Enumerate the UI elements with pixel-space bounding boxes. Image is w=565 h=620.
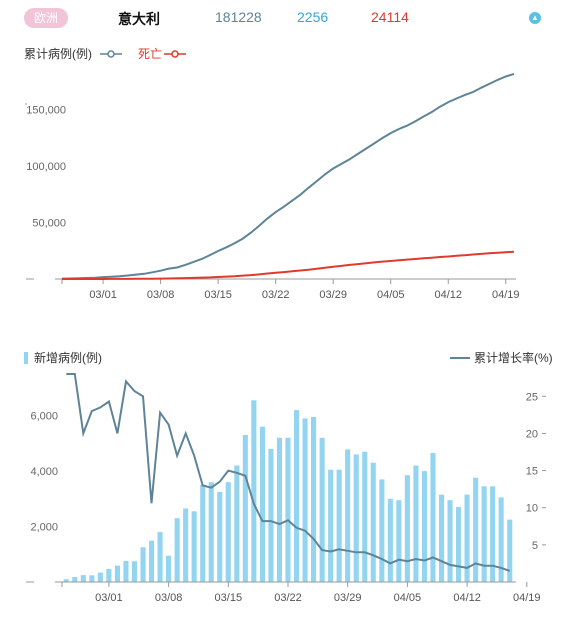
y-right-tick-label: 20 <box>526 428 538 440</box>
new-cases-bar <box>140 547 146 582</box>
new-cases-bar <box>498 497 504 582</box>
legend-bar-swatch <box>24 352 28 364</box>
new-cases-bar <box>464 494 470 582</box>
new-cases-bar <box>294 410 300 582</box>
new-cases-bar <box>259 426 265 582</box>
new-cases-bar <box>447 500 453 582</box>
new-cases-bar <box>80 575 86 582</box>
new-cases-bar <box>345 449 351 582</box>
new-cases-bar <box>413 465 419 582</box>
x-tick-label: 04/05 <box>394 592 422 604</box>
death-series-line <box>62 250 515 280</box>
new-cases-bar <box>336 469 342 582</box>
new-cases-bar <box>191 511 197 582</box>
y-tick-label: 50,000 <box>32 217 66 229</box>
y-left-tick-label: 2,000 <box>30 522 58 534</box>
x-tick-label: 04/19 <box>492 289 520 301</box>
confirmed-count: 181228 <box>215 9 262 25</box>
legend-bar-label: 新增病例(例) <box>34 350 102 365</box>
y-right-tick-label: 5 <box>532 540 538 552</box>
x-tick-label: 03/22 <box>274 592 302 604</box>
y-right-tick-label: 25 <box>526 391 538 403</box>
new-cases-bar <box>89 575 95 582</box>
new-cases-bar <box>439 494 445 582</box>
new-cases-bar <box>268 448 274 582</box>
x-tick-label: 04/05 <box>377 289 405 301</box>
new-cases-bar <box>421 471 427 582</box>
deaths-count: 24114 <box>371 9 409 25</box>
new-cases-bar <box>166 555 172 582</box>
new-cases-bar <box>302 418 308 582</box>
y-tick-label: 150,000 <box>26 104 66 116</box>
new-cases-bar <box>225 482 231 582</box>
new-cases-bar <box>174 518 180 582</box>
recovered-count: 2256 <box>297 9 329 25</box>
legend-death-label: 死亡 <box>138 47 162 61</box>
new-cases-bar <box>379 479 385 582</box>
y-left-tick-label: 4,000 <box>30 466 58 478</box>
new-cases-bar <box>63 579 69 582</box>
y-left-tick-label: 6,000 <box>30 411 58 423</box>
legend-rate-label: 累计增长率(%) <box>474 350 553 365</box>
x-tick-label: 03/08 <box>147 289 175 301</box>
new-cases-bar <box>234 465 240 582</box>
new-cases-bar <box>481 486 487 582</box>
new-cases-bar <box>106 569 112 582</box>
new-cases-bar <box>319 437 325 582</box>
header-bar: 欧洲 意大利 181228 2256 24114 ▲ <box>0 0 565 40</box>
x-tick-label: 03/22 <box>262 289 290 301</box>
new-cases-bar <box>370 462 376 582</box>
new-cases-bar <box>97 572 103 582</box>
new-cases-bar <box>183 508 189 582</box>
x-tick-label: 04/12 <box>434 289 462 301</box>
legend-confirmed-label: 累计病例(例) <box>24 46 92 61</box>
new-cases-bar <box>131 561 137 582</box>
chevron-up-icon[interactable]: ▲ <box>529 12 541 24</box>
new-cases-bar <box>200 484 206 582</box>
x-tick-label: 03/15 <box>204 289 232 301</box>
new-cases-bar <box>217 491 223 582</box>
y-right-tick-label: 15 <box>526 466 538 478</box>
x-tick-label: 03/29 <box>334 592 362 604</box>
new-cases-bar <box>285 437 291 582</box>
new-cases-bar <box>404 475 410 582</box>
confirmed-series-line <box>61 72 515 280</box>
x-tick-label: 04/19 <box>513 592 541 604</box>
country-name: 意大利 <box>118 11 160 27</box>
new-cases-bar <box>507 519 513 582</box>
new-cases-bar <box>242 435 248 582</box>
x-tick-label: 04/12 <box>453 592 481 604</box>
region-badge[interactable]: 欧洲 <box>24 8 68 28</box>
new-cases-bar <box>473 477 479 582</box>
new-cases-chart: 新增病例(例) 累计增长率(%) 2,000 4,000 6,000 5 10 15 20 25 0… <box>24 350 553 604</box>
new-cases-bar <box>456 507 462 582</box>
new-cases-bar <box>328 469 334 582</box>
new-cases-bar <box>387 498 393 582</box>
y-tick-label: 100,000 <box>26 161 66 173</box>
x-tick-label: 03/15 <box>215 592 243 604</box>
new-cases-bar <box>72 577 78 582</box>
new-cases-bar <box>149 540 155 582</box>
new-cases-bar <box>157 532 163 582</box>
new-cases-bar <box>123 560 129 582</box>
x-tick-label: 03/08 <box>155 592 183 604</box>
legend-confirmed-marker <box>107 50 115 58</box>
growth-rate-line <box>66 373 511 572</box>
new-cases-bar <box>362 451 368 582</box>
new-cases-bar <box>396 500 402 582</box>
new-cases-bar <box>251 400 257 582</box>
new-cases-bar <box>208 482 214 582</box>
new-cases-bar <box>311 417 317 582</box>
x-tick-label: 03/01 <box>95 592 123 604</box>
new-cases-bar <box>353 454 359 582</box>
legend-death-marker <box>171 50 179 58</box>
new-cases-bar <box>430 453 436 582</box>
new-cases-bar <box>490 486 496 582</box>
new-cases-bar <box>114 565 120 582</box>
cumulative-cases-chart: 累计病例(例) 死亡 50,000 100,000 150,000 03/01 03/08 0… <box>24 46 520 301</box>
x-tick-label: 03/29 <box>319 289 347 301</box>
y-right-tick-label: 10 <box>526 503 538 515</box>
new-cases-bar <box>276 437 282 582</box>
x-tick-label: 03/01 <box>89 289 117 301</box>
